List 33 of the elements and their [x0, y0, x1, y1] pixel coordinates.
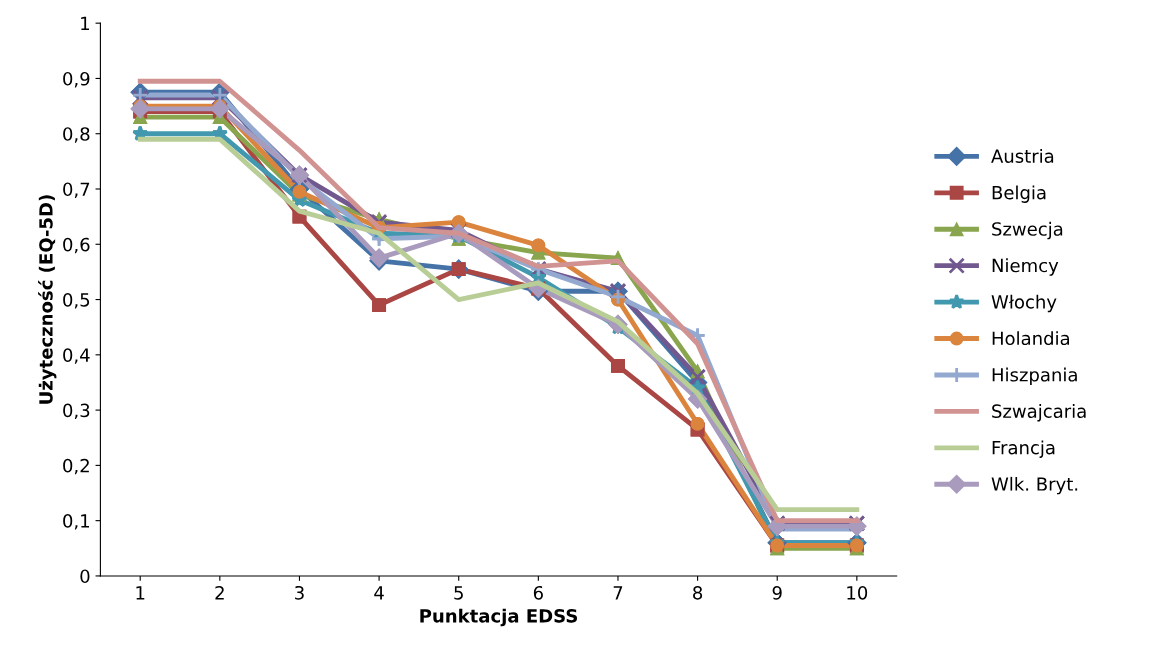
y-tick-label: 0 [80, 569, 90, 584]
x-tick-label: 8 [693, 585, 703, 600]
y-tick-label: 0,1 [63, 514, 90, 530]
legend-label: Austria [991, 148, 1054, 163]
x-tick-label: 6 [533, 585, 543, 600]
y-tick-label: 0,5 [63, 293, 90, 309]
y-tick-label: 0,6 [63, 237, 90, 254]
x-tick-label: 10 [847, 585, 868, 600]
legend-label: Belgia [992, 185, 1046, 203]
y-tick-label: 0,3 [63, 403, 90, 420]
legend-label: Francja [992, 440, 1055, 458]
x-tick-label: 4 [374, 586, 384, 600]
legend-label: Włochy [991, 294, 1057, 313]
x-tick-label: 3 [295, 585, 304, 600]
x-tick-label: 5 [454, 586, 463, 600]
y-axis-title: Użyteczność (EQ-5D) [38, 195, 57, 404]
y-tick-label: 0,4 [63, 348, 90, 364]
x-axis-title: Punktacja EDSS [420, 608, 578, 627]
legend-label: Hiszpania [992, 367, 1077, 386]
legend-label: Wlk. Bryt. [991, 476, 1078, 495]
legend-label: Szwecja [992, 221, 1063, 240]
legend-label: Holandia [992, 331, 1070, 346]
y-tick-label: 0,9 [63, 71, 90, 88]
y-tick-label: 0,2 [63, 458, 89, 475]
x-tick-label: 7 [613, 586, 623, 600]
legend-label: Niemcy [992, 258, 1059, 276]
x-tick-label: 9 [772, 585, 782, 600]
x-tick-label: 1 [136, 586, 145, 600]
x-tick-label: 2 [215, 585, 224, 600]
y-tick-label: 0,8 [63, 127, 90, 143]
y-tick-label: 0,7 [63, 182, 90, 198]
legend-label: Szwajcaria [992, 404, 1086, 422]
y-tick-label: 1 [81, 16, 90, 31]
